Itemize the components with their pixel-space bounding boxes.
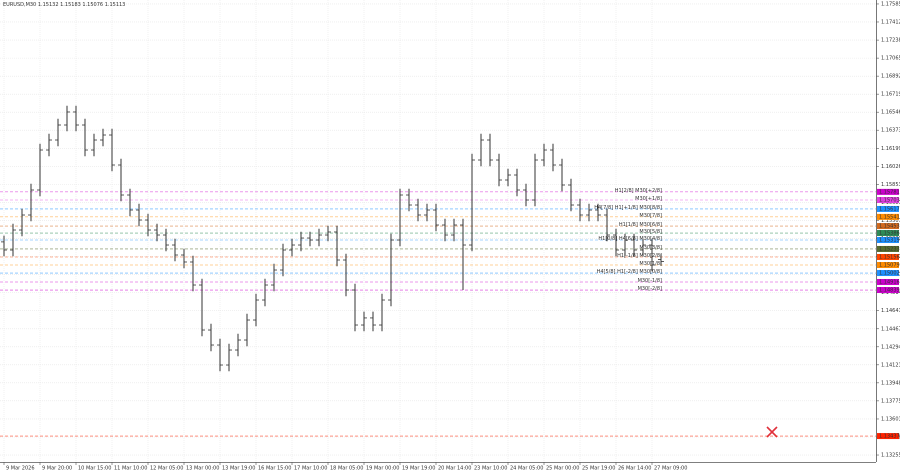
level-label: H1[0/8] H4[6/8] M30[4/8] <box>598 236 662 242</box>
y-tick-label: 1.16546 <box>881 110 900 116</box>
y-tick-label: 1.17412 <box>881 19 900 25</box>
price-tag-label: 1.14839 <box>879 288 900 294</box>
price-tag-label: 1.15703 <box>879 198 900 204</box>
x-tick-label: 10 Mar 15:00 <box>78 466 111 472</box>
price-tag <box>877 278 899 285</box>
x-tick-label: 9 Mar 20:00 <box>42 466 72 472</box>
price-tag-label: 1.15233 <box>879 246 900 252</box>
x-tick-label: 23 Mar 10:00 <box>474 466 507 472</box>
x-tick-label: 20 Mar 14:00 <box>438 466 471 472</box>
y-tick-label: 1.15507 <box>881 218 900 224</box>
y-tick-label: 1.16892 <box>881 74 900 80</box>
y-tick-label: 1.13601 <box>881 416 900 422</box>
price-tag-label: 1.15079 <box>879 263 900 269</box>
level-label: M30[7/8] <box>639 213 662 219</box>
x-tick-label: 25 Mar 00:00 <box>546 466 579 472</box>
low-price: 1.15076 <box>82 2 103 8</box>
level-label: M30[-2/8] <box>638 286 662 292</box>
chart-header: EURUSD,M30 1.15132 1.15183 1.15076 1.151… <box>3 2 125 8</box>
y-tick-label: 1.14467 <box>881 326 900 332</box>
price-tag <box>877 230 899 237</box>
x-tick-label: 16 Mar 15:00 <box>258 466 291 472</box>
price-tag <box>877 245 899 252</box>
price-tag-label: 1.14916 <box>879 279 900 285</box>
x-tick-label: 11 Mar 10:00 <box>114 466 147 472</box>
y-tick-label: 1.16026 <box>881 164 900 170</box>
x-tick-label: 24 Mar 05:00 <box>510 466 543 472</box>
x-tick-label: 19 Mar 00:00 <box>366 466 399 472</box>
x-tick-label: 26 Mar 14:00 <box>618 466 651 472</box>
price-tag-label: 1.15319 <box>879 238 900 244</box>
x-tick-label: 9 Mar 2026 <box>6 466 35 472</box>
y-tick-label: 1.16373 <box>881 128 900 134</box>
price-tag <box>877 237 899 244</box>
grid <box>0 0 876 462</box>
price-tag <box>877 188 899 195</box>
price-tag-label: 1.15386 <box>879 231 900 237</box>
price-tag-label: 1.15002 <box>879 271 900 277</box>
x-tick-label: 19 Mar 19:00 <box>402 466 435 472</box>
price-tag <box>877 223 899 230</box>
y-tick-label: 1.16199 <box>881 146 900 152</box>
x-tick-label: 18 Mar 05:00 <box>330 466 363 472</box>
x-tick-label: 25 Mar 19:00 <box>582 466 615 472</box>
x-tick-label: 13 Mar 19:00 <box>222 466 255 472</box>
price-tag <box>877 262 899 269</box>
price-tag <box>877 433 899 440</box>
level-label: H4[7/8] H1[+1/8] M30[8/8] <box>594 205 662 211</box>
y-tick-label: 1.17238 <box>881 38 900 44</box>
y-tick-label: 1.14121 <box>881 362 900 368</box>
symbol: EURUSD,M30 <box>3 2 36 8</box>
level-label: M30[5/8] <box>639 229 662 235</box>
price-tag <box>877 270 899 277</box>
level-label: M30[+1/8] <box>635 196 662 202</box>
price-tag <box>877 213 899 220</box>
x-tick-label: 27 Mar 09:00 <box>654 466 687 472</box>
level-label: H1[-1/8] M30[2/8] <box>617 253 662 259</box>
close-icon[interactable] <box>766 426 778 438</box>
y-tick-label: 1.17585 <box>881 1 900 7</box>
price-tag-label: 1.15453 <box>879 224 900 230</box>
x-tick-label: 17 Mar 10:00 <box>294 466 327 472</box>
x-tick-label: 12 Mar 05:00 <box>150 466 183 472</box>
y-tick-label: 1.14814 <box>881 290 900 296</box>
y-tick-label: 1.17065 <box>881 56 900 62</box>
level-label: H1[1/8] M30[6/8] <box>619 222 662 228</box>
level-label: M30[-1/8] <box>638 278 662 284</box>
price-tag-label: 1.15156 <box>879 254 900 260</box>
level-label: M30[3/8] <box>639 245 662 251</box>
price-tag-label: 1.13437 <box>879 434 900 440</box>
y-tick-label: 1.13255 <box>881 453 900 459</box>
level-label: M30[1/8] <box>639 261 662 267</box>
y-tick-label: 1.16719 <box>881 92 900 98</box>
price-tag-label: 1.15781 <box>879 189 900 195</box>
price-tag <box>877 287 899 294</box>
y-tick-label: 1.14641 <box>881 308 900 314</box>
price-tag-label: 1.15617 <box>879 206 900 212</box>
level-label: H1[2/8] M30[+2/8] <box>615 188 662 194</box>
level-label: H4[5/8] H1[-2/8] M30[0/8] <box>597 269 662 275</box>
price-tag <box>877 205 899 212</box>
price-tag <box>877 253 899 260</box>
y-tick-label: 1.13775 <box>881 398 900 404</box>
y-tick-label: 1.13948 <box>881 380 900 386</box>
y-tick-label: 1.15853 <box>881 182 900 188</box>
price-tag <box>877 197 899 204</box>
high-price: 1.15183 <box>60 2 81 8</box>
open-price: 1.15132 <box>38 2 59 8</box>
price-tag-label: 1.15541 <box>879 214 900 220</box>
close-price: 1.15113 <box>105 2 126 8</box>
y-tick-label: 1.14294 <box>881 344 900 350</box>
x-tick-label: 13 Mar 00:00 <box>186 466 219 472</box>
